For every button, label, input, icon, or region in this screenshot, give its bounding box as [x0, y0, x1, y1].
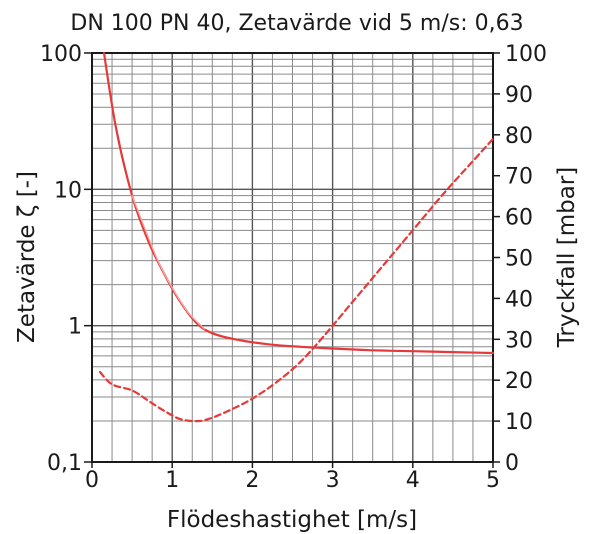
grid	[92, 53, 493, 462]
left-tick-label: 1	[68, 315, 82, 340]
right-tick-label: 20	[505, 369, 533, 394]
x-axis-label: Flödeshastighet [m/s]	[167, 507, 417, 533]
right-tick-label: 50	[505, 247, 533, 272]
right-tick-label: 40	[505, 287, 533, 312]
series-line-3	[98, 137, 495, 423]
series-line-2	[131, 194, 205, 330]
right-tick-label: 70	[505, 165, 533, 190]
right-tick-label: 0	[505, 451, 519, 476]
left-axis-ticks: 100 10 1 0,1	[40, 42, 92, 476]
x-tick-label: 4	[406, 468, 420, 493]
right-tick-label: 90	[505, 83, 533, 108]
x-axis-ticks: 0 1 2 3 4 5	[85, 462, 500, 493]
left-axis-label: Zetavärde ζ [-]	[14, 171, 40, 343]
chart-title: DN 100 PN 40, Zetavärde vid 5 m/s: 0,63	[70, 11, 523, 36]
x-tick-label: 5	[486, 468, 500, 493]
right-tick-label: 100	[505, 42, 547, 67]
left-tick-label: 10	[54, 178, 82, 203]
right-tick-label: 60	[505, 206, 533, 231]
right-tick-label: 10	[505, 410, 533, 435]
right-axis-label: Tryckfall [mbar]	[554, 167, 580, 349]
x-tick-label: 1	[165, 468, 179, 493]
series-layer	[98, 51, 495, 423]
left-tick-label: 100	[40, 42, 82, 67]
x-tick-label: 2	[245, 468, 259, 493]
right-tick-label: 80	[505, 124, 533, 149]
left-tick-label: 0,1	[47, 451, 82, 476]
x-tick-label: 0	[85, 468, 99, 493]
series-line-1	[102, 51, 495, 355]
x-tick-label: 3	[326, 468, 340, 493]
right-tick-label: 30	[505, 328, 533, 353]
